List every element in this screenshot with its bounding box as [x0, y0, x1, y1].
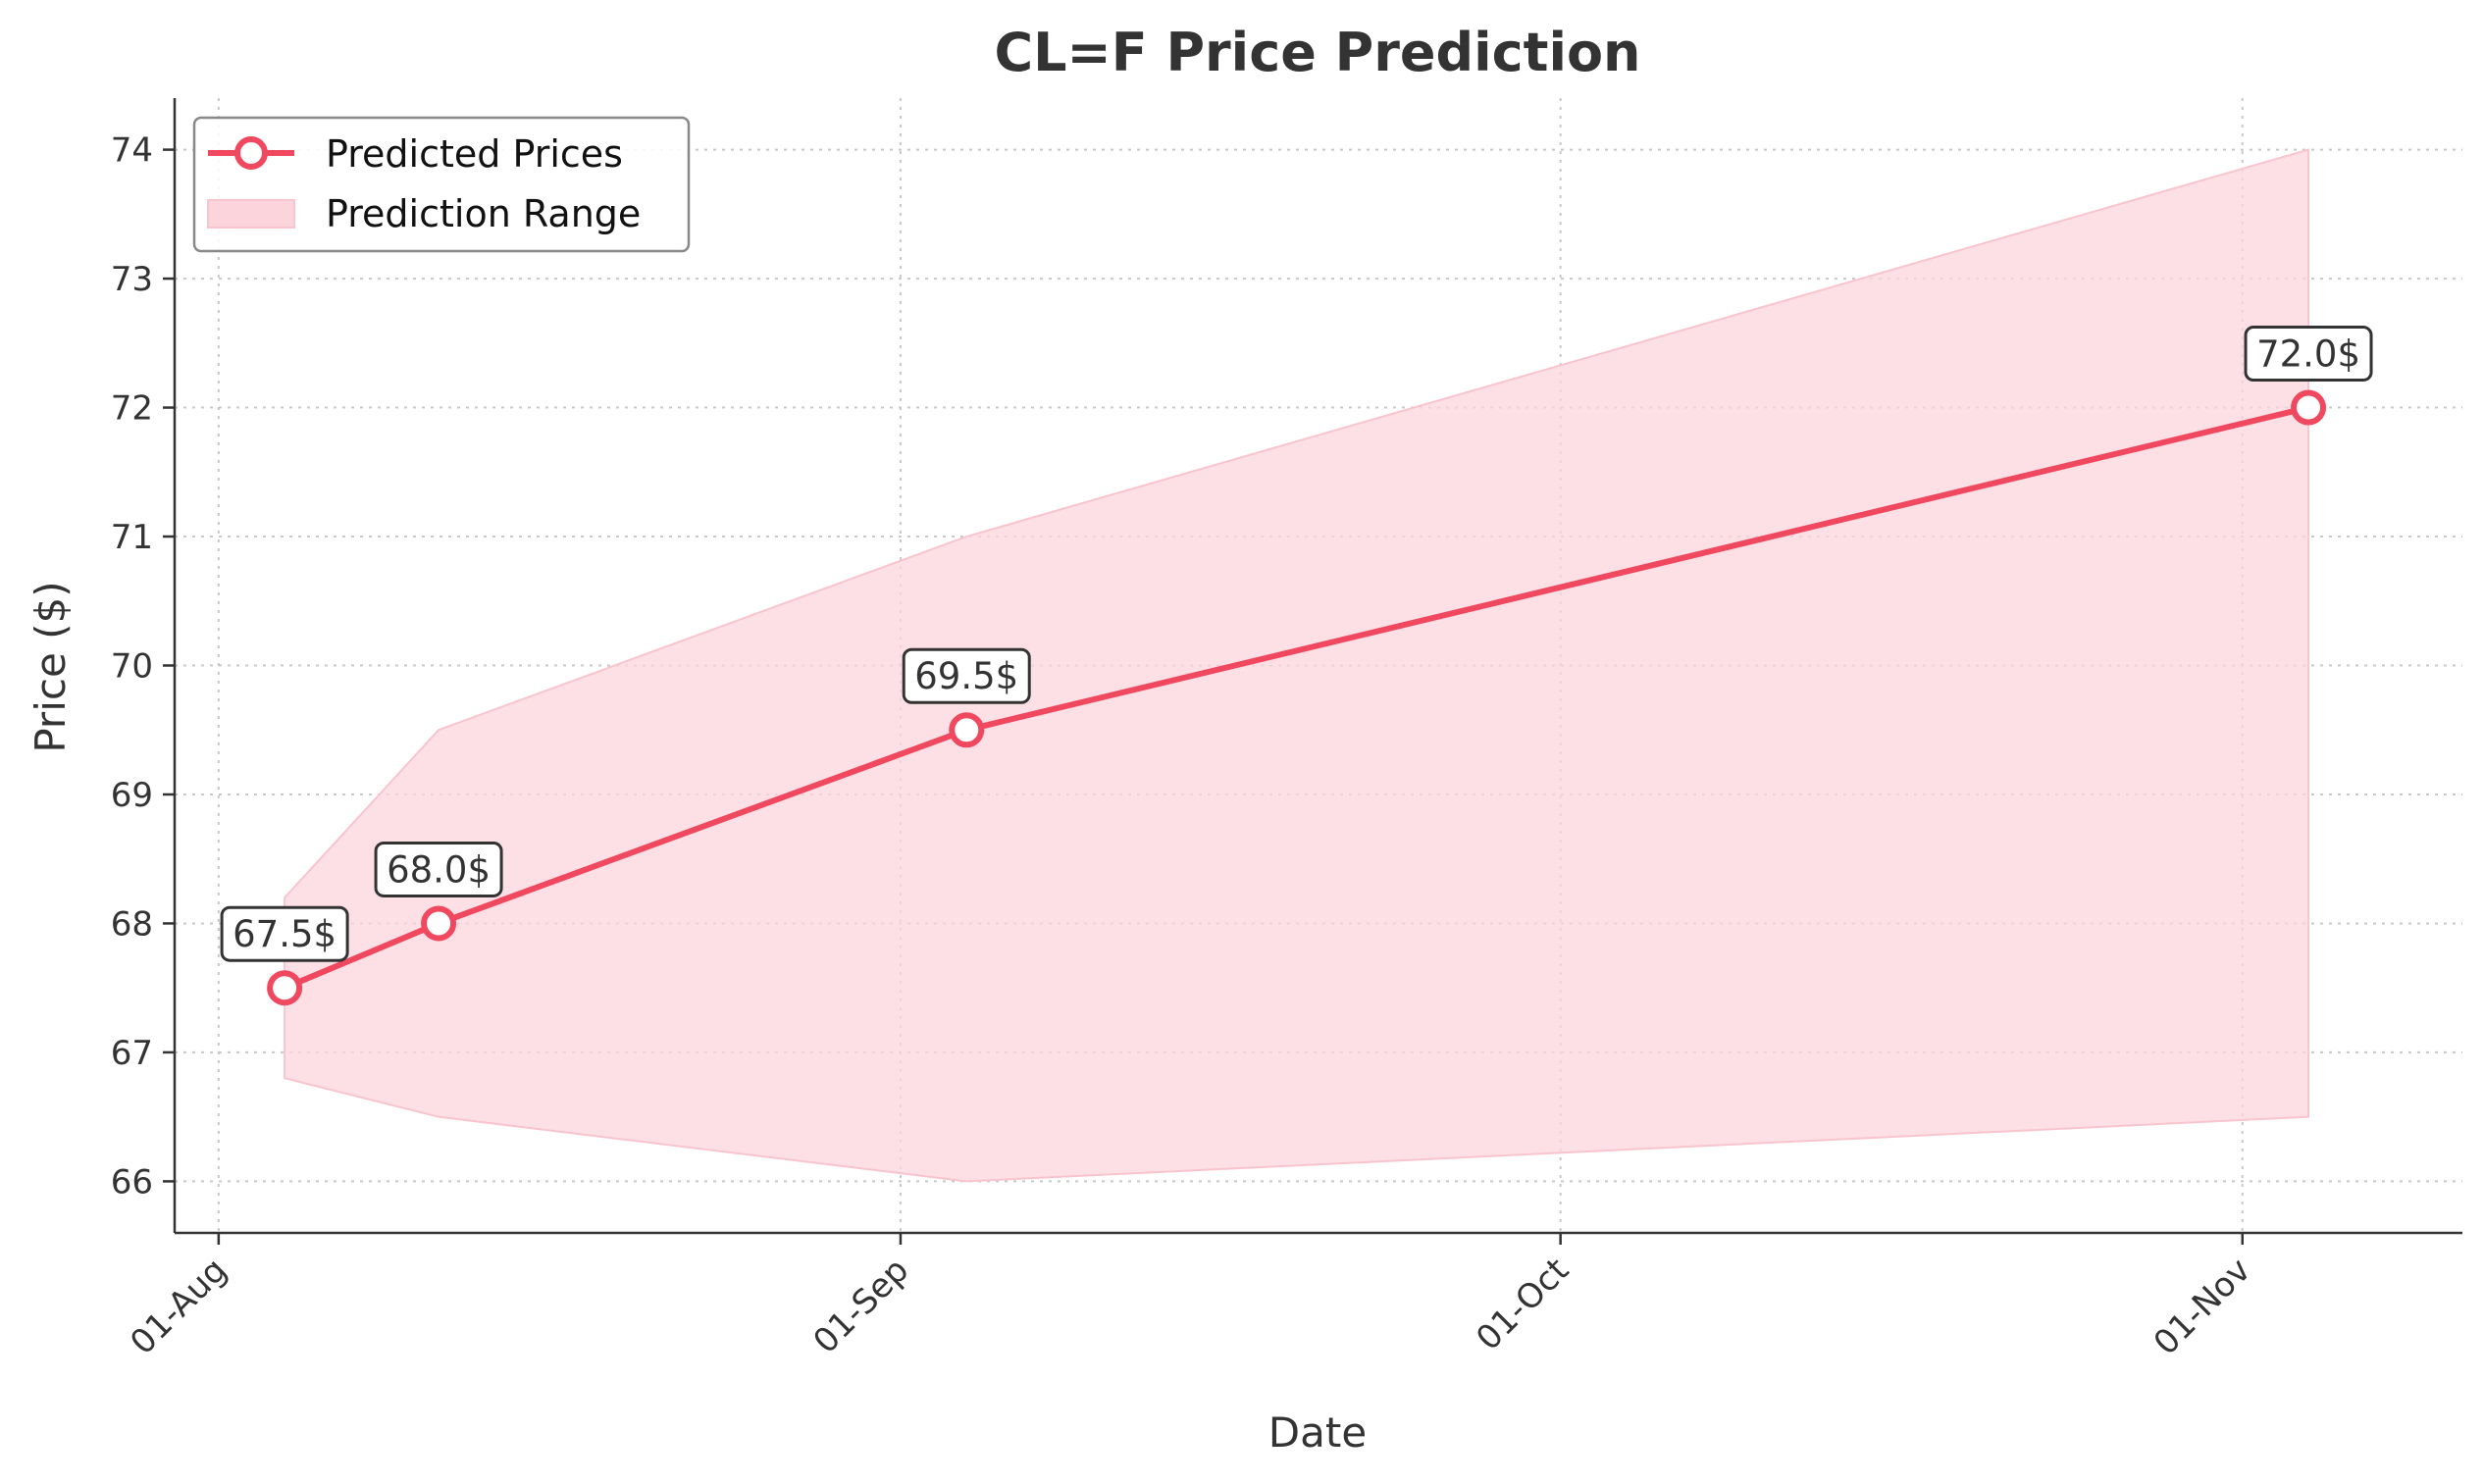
y-tick-label: 66 — [111, 1162, 153, 1202]
legend-label-range: Prediction Range — [326, 192, 641, 235]
prediction-range-area — [284, 148, 2310, 1183]
y-tick-label: 68 — [111, 904, 153, 944]
y-ticks: 66 67 68 69 70 71 72 73 74 — [111, 131, 175, 1202]
legend: Predicted Prices Prediction Range — [192, 116, 691, 253]
legend-range-swatch — [207, 199, 295, 229]
price-annotation-box — [220, 905, 349, 962]
price-annotation-box — [374, 841, 503, 897]
y-tick-label: 73 — [111, 260, 153, 299]
x-tick-label: 01-Sep — [805, 1251, 916, 1361]
price-annotation-box — [902, 647, 1031, 704]
data-points — [267, 389, 2327, 1006]
x-ticks: 01-Aug 01-Sep 01-Oct 01-Nov — [123, 1233, 2258, 1363]
price-annotation-box — [2244, 326, 2373, 383]
price-annotations: 67.5$ 68.0$ 69.5$ 72.0$ — [220, 326, 2373, 962]
y-tick-label: 71 — [111, 518, 153, 557]
price-annotation-label: 72.0$ — [2256, 333, 2360, 376]
y-tick-label: 72 — [111, 389, 153, 429]
y-tick-label: 67 — [111, 1034, 153, 1073]
data-point — [949, 712, 985, 748]
legend-box — [192, 116, 691, 253]
x-axis-label: Date — [1268, 1408, 1367, 1457]
x-tick-label: 01-Aug — [123, 1251, 234, 1362]
y-tick-label: 74 — [111, 131, 153, 171]
predicted-prices-line — [282, 404, 2312, 992]
legend-marker-swatch — [234, 136, 268, 170]
data-point — [2291, 389, 2327, 426]
data-point — [421, 905, 457, 942]
x-tick-label: 01-Nov — [2147, 1251, 2258, 1362]
legend-label-predicted: Predicted Prices — [326, 132, 623, 176]
price-annotation-label: 69.5$ — [914, 655, 1018, 697]
y-axis-label: Price ($) — [26, 581, 75, 752]
y-tick-label: 70 — [111, 647, 153, 687]
price-annotation-label: 67.5$ — [233, 913, 336, 955]
y-tick-label: 69 — [111, 776, 153, 815]
x-tick-label: 01-Oct — [1469, 1251, 1577, 1358]
data-point — [267, 970, 303, 1006]
price-annotation-label: 68.0$ — [387, 848, 491, 891]
chart-title: CL=F Price Prediction — [995, 22, 1641, 83]
